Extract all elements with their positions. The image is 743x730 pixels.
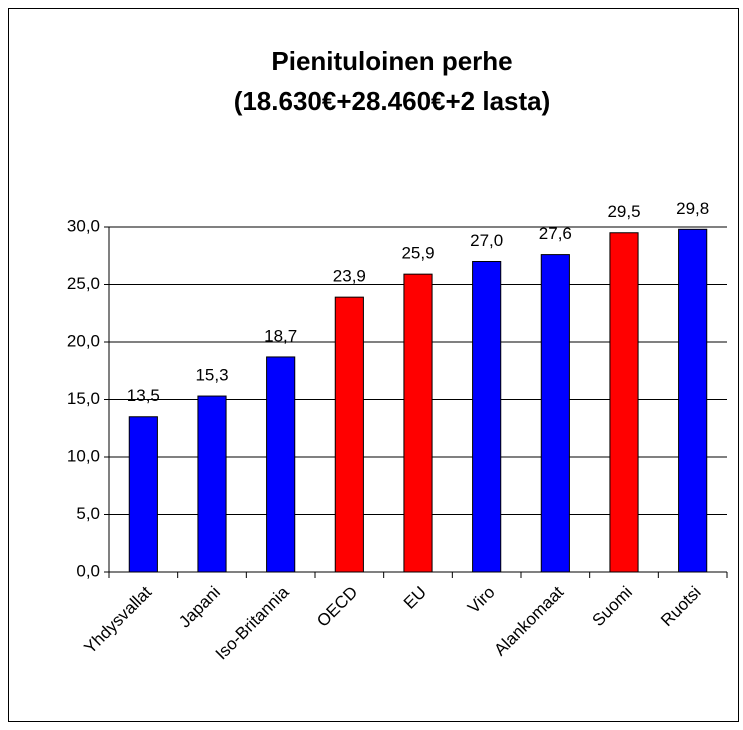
data-label: 18,7 bbox=[264, 326, 297, 345]
y-tick-label: 20,0 bbox=[67, 331, 100, 350]
bar bbox=[540, 254, 570, 573]
bar bbox=[197, 395, 227, 573]
data-label: 27,0 bbox=[470, 231, 503, 250]
bar bbox=[609, 232, 639, 573]
y-tick-label: 30,0 bbox=[67, 216, 100, 235]
bar bbox=[678, 228, 708, 573]
chart-subtitle: (18.630€+28.460€+2 lasta) bbox=[234, 86, 551, 116]
data-label: 13,5 bbox=[127, 386, 160, 405]
y-tick-label: 15,0 bbox=[67, 389, 100, 408]
data-label: 29,5 bbox=[607, 202, 640, 221]
y-tick-label: 10,0 bbox=[67, 446, 100, 465]
data-label: 23,9 bbox=[333, 267, 366, 286]
bar bbox=[266, 356, 296, 573]
y-tick-label: 0,0 bbox=[76, 561, 100, 580]
bar bbox=[128, 416, 158, 573]
chart-title: Pienituloinen perhe bbox=[271, 46, 512, 76]
data-label: 25,9 bbox=[401, 244, 434, 263]
bar bbox=[472, 261, 502, 573]
bar bbox=[334, 296, 364, 573]
bar bbox=[403, 273, 433, 573]
data-label: 15,3 bbox=[195, 366, 228, 385]
y-tick-label: 5,0 bbox=[76, 504, 100, 523]
y-tick-label: 25,0 bbox=[67, 274, 100, 293]
data-label: 27,6 bbox=[539, 224, 572, 243]
data-label: 29,8 bbox=[676, 199, 709, 218]
